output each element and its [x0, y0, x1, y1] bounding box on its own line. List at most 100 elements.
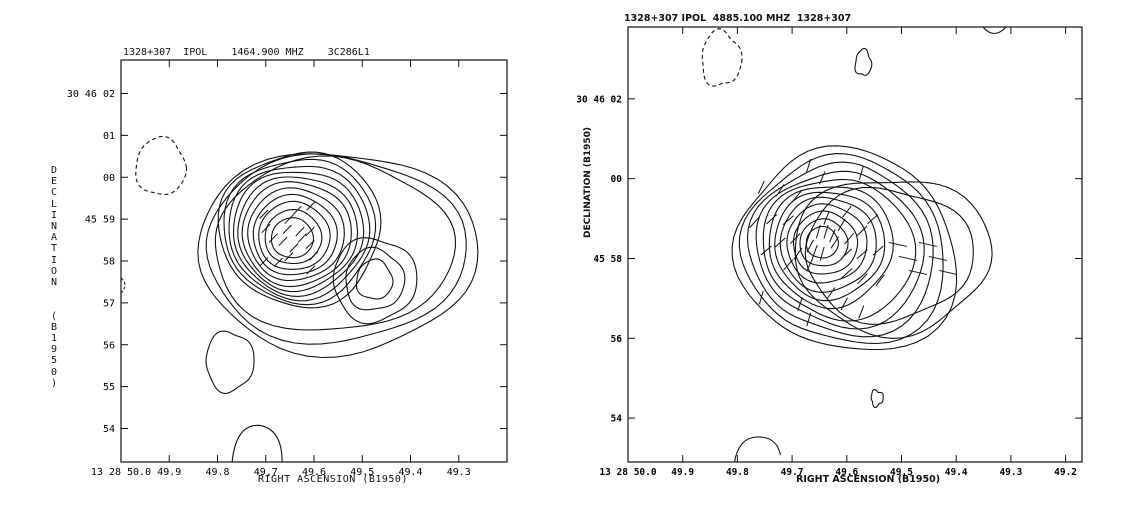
contour-main	[779, 196, 877, 293]
y-tick-label: 56	[103, 340, 115, 351]
polarization-vector	[841, 248, 852, 259]
polarization-vector	[261, 223, 271, 234]
y-tick-label: 55	[103, 382, 115, 393]
y-tick-label: 45 59	[85, 215, 115, 226]
polarization-vector	[826, 287, 836, 300]
x-tick-label: 49.5	[350, 467, 374, 478]
y-tick-label: 57	[103, 298, 115, 309]
polarization-vector	[282, 224, 292, 234]
polarization-vector	[306, 201, 316, 211]
x-tick-label: 49.3	[447, 467, 471, 478]
contour-main	[237, 176, 359, 293]
y-tick-label: 01	[103, 131, 115, 142]
polarization-vector	[815, 224, 821, 239]
left-y-axis-label: D E C L I N A T I O N ( B 1 9 5 0 )	[50, 165, 58, 389]
polarization-vector	[806, 239, 814, 253]
y-tick-label: 56	[611, 334, 623, 345]
polarization-vector	[819, 247, 825, 261]
polarization-vector	[791, 191, 802, 203]
polarization-vector	[789, 233, 801, 245]
polarization-vector	[837, 218, 846, 232]
polarization-vector	[818, 171, 826, 185]
polarization-vector	[856, 225, 868, 236]
contour-isolated	[854, 47, 873, 76]
polarization-vector	[295, 226, 305, 237]
x-tick-label: 49.3	[999, 467, 1022, 478]
right-contour-panel: 13 28 50.0 49.9 49.8 49.7 49.6 49.5 49.4 49.3 49…	[566, 0, 1133, 525]
polarization-vector	[829, 229, 836, 243]
contour-main	[731, 145, 958, 351]
contour-main	[252, 193, 338, 276]
x-tick-label: 49.4	[945, 467, 968, 478]
polarization-vector	[857, 273, 868, 285]
contour-main	[768, 186, 894, 310]
contour-isolated	[982, 26, 1007, 35]
polarization-vector	[782, 215, 794, 226]
contour-isolated	[205, 330, 255, 394]
polarization-vector	[757, 180, 765, 194]
polarization-vector	[844, 232, 855, 245]
right-plot-header: 1328+307 IPOL 4885.100 MHZ 1328+307	[624, 13, 852, 24]
x-tick-label: 49.5	[890, 467, 913, 478]
polarization-vector	[273, 257, 283, 267]
contour-extension	[794, 181, 993, 339]
polarization-vector	[797, 297, 803, 311]
plot-frame	[120, 59, 508, 463]
contour-main	[247, 187, 345, 282]
left-contour-plot: 13 28 50.0 49.9 49.8 49.7 49.6 49.5 49.4 49.3 30…	[67, 59, 508, 478]
polarization-vector	[888, 241, 908, 247]
contour-isolated	[231, 424, 283, 463]
polarization-vector	[806, 158, 812, 173]
contour-negative	[135, 135, 188, 196]
contour-envelope	[197, 153, 479, 359]
x-tick-label: 49.9	[157, 467, 181, 478]
contour-isolated	[733, 436, 782, 463]
polarization-vector	[758, 290, 764, 305]
x-tick-label: 49.7	[254, 467, 278, 478]
contour-main	[223, 158, 377, 306]
contour-main	[746, 161, 934, 338]
polarization-vector	[749, 216, 760, 229]
contour-main	[786, 203, 868, 284]
polarization-vector	[856, 249, 868, 260]
polarization-vector	[289, 243, 299, 253]
right-contour-plot: 13 28 50.0 49.9 49.8 49.7 49.6 49.5 49.4 49.3 49…	[576, 26, 1083, 478]
polarization-vector	[268, 233, 278, 243]
contour-envelope	[214, 155, 457, 331]
polarization-vector	[858, 305, 865, 319]
x-tick-label: 49.7	[781, 467, 804, 478]
polarization-vector	[823, 211, 830, 225]
polarization-vector	[284, 214, 294, 224]
contour-negative	[120, 277, 126, 294]
x-tick-label: 13 28 50.0	[599, 467, 656, 478]
contour-secondary	[345, 246, 406, 311]
polarization-vector	[918, 241, 938, 247]
polarization-vector	[297, 233, 307, 243]
contour-negative	[701, 28, 743, 87]
polarization-vector	[306, 265, 316, 275]
polarization-vector	[858, 166, 864, 180]
contour-main	[793, 210, 859, 275]
contour-main	[270, 217, 315, 259]
polarization-vector	[823, 224, 829, 239]
left-x-axis-label: RIGHT ASCENSION (B1950)	[258, 474, 408, 485]
polarization-vector	[867, 214, 879, 225]
polarization-vector	[305, 226, 315, 237]
polarization-vector	[830, 236, 839, 249]
polarization-vector	[776, 184, 785, 197]
polarization-vector	[309, 251, 319, 261]
contour-main	[241, 181, 352, 288]
polarization-vector	[793, 247, 803, 260]
x-tick-label: 49.2	[1054, 467, 1077, 478]
contour-main	[228, 165, 371, 302]
contour-extension	[804, 186, 974, 325]
contour-main	[232, 171, 365, 297]
right-y-axis-label: DECLINATION (B1950)	[583, 126, 593, 238]
contour-secondary	[355, 258, 394, 300]
polarization-vector	[875, 274, 885, 287]
left-plot-header: 1328+307 IPOL 1464.900 MHZ 3C286L1	[123, 47, 370, 58]
x-tick-label: 49.6	[302, 467, 326, 478]
polarization-vector	[760, 245, 772, 256]
y-tick-label: 45 58	[593, 254, 622, 265]
left-contour-panel: 13 28 50.0 49.9 49.8 49.7 49.6 49.5 49.4 49.3 30…	[0, 0, 566, 525]
